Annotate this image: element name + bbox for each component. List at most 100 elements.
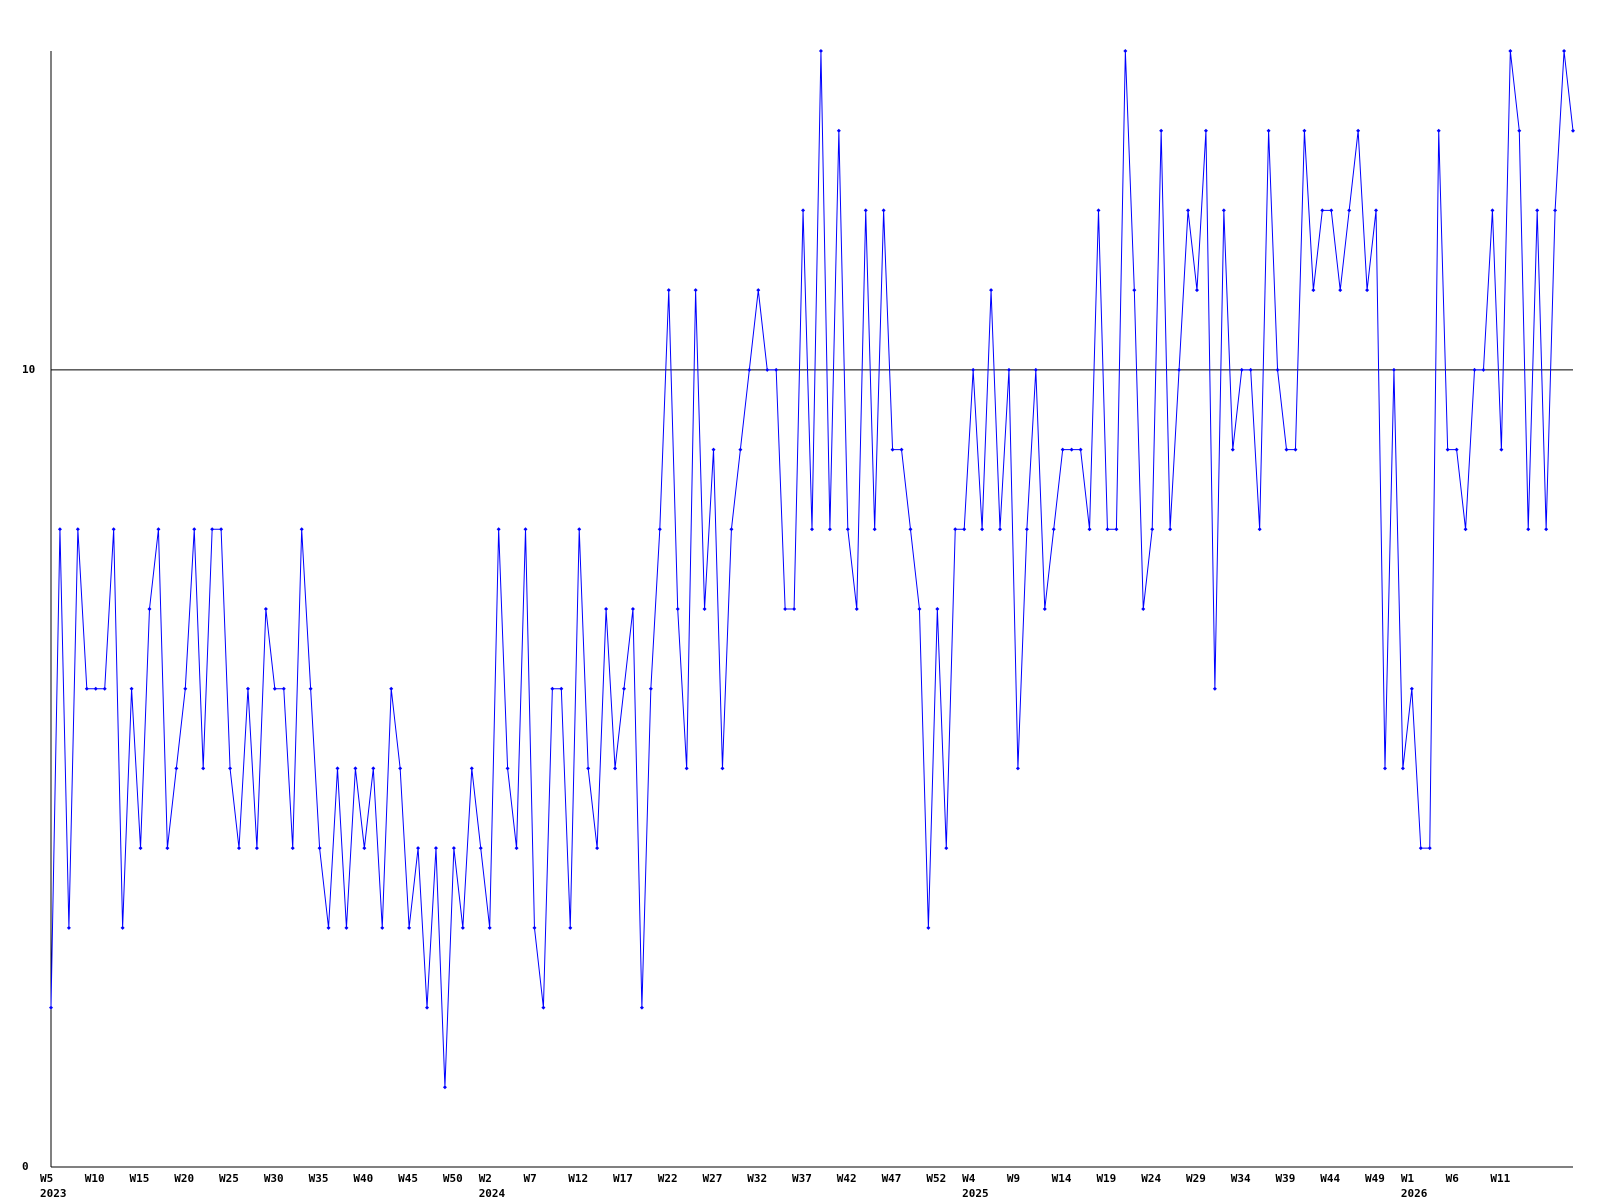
- x-tick-label: W34: [1231, 1172, 1251, 1185]
- data-point: [335, 766, 340, 771]
- data-point: [854, 607, 859, 611]
- data-point: [254, 846, 259, 851]
- x-year-label: 2023: [40, 1187, 67, 1200]
- data-point: [451, 846, 456, 851]
- data-point: [621, 686, 626, 691]
- data-point: [1544, 527, 1549, 532]
- data-point: [1400, 766, 1405, 771]
- data-point: [138, 846, 143, 851]
- data-point: [1454, 447, 1459, 452]
- data-point: [389, 686, 394, 691]
- data-point: [604, 607, 609, 611]
- data-point: [630, 607, 635, 611]
- data-point: [1033, 367, 1038, 372]
- data-point: [971, 367, 976, 372]
- x-tick-label: W29: [1186, 1172, 1206, 1185]
- data-point: [1436, 128, 1441, 133]
- data-point: [1499, 447, 1504, 452]
- x-tick-label: W7: [523, 1172, 536, 1185]
- data-point: [281, 686, 286, 691]
- x-tick-label: W42: [837, 1172, 857, 1185]
- data-point: [407, 925, 412, 930]
- data-point: [639, 1005, 644, 1010]
- data-point: [613, 766, 618, 771]
- data-point: [111, 527, 116, 532]
- data-point: [881, 208, 886, 213]
- data-point: [1060, 447, 1065, 452]
- x-tick-label: W10: [85, 1172, 105, 1185]
- data-point: [756, 288, 761, 293]
- data-point: [84, 686, 89, 691]
- data-point: [487, 925, 492, 930]
- data-line: [50, 50, 1574, 1088]
- data-point: [1159, 128, 1164, 133]
- data-point: [1042, 607, 1047, 611]
- data-point: [433, 846, 438, 851]
- x-tick-label: W45: [398, 1172, 418, 1185]
- data-point: [1463, 527, 1468, 532]
- data-point: [1114, 527, 1119, 532]
- data-point: [577, 527, 582, 532]
- data-point: [1212, 686, 1217, 691]
- data-point: [1427, 846, 1432, 851]
- x-tick-label: W39: [1276, 1172, 1296, 1185]
- x-year-label: 2025: [962, 1187, 989, 1200]
- data-point: [129, 686, 134, 691]
- data-point: [720, 766, 725, 771]
- data-point: [192, 527, 197, 532]
- data-point: [595, 846, 600, 851]
- data-point: [1508, 49, 1513, 53]
- x-tick-label: W30: [264, 1172, 284, 1185]
- x-tick-label: W2: [479, 1172, 492, 1185]
- x-tick-label: W35: [309, 1172, 329, 1185]
- y-tick-label: 0: [22, 1160, 29, 1173]
- data-point: [1365, 288, 1370, 293]
- data-point: [237, 846, 242, 851]
- data-point: [514, 846, 519, 851]
- data-point: [147, 607, 152, 611]
- data-point: [1409, 686, 1414, 691]
- data-point: [818, 49, 823, 53]
- x-tick-label: W22: [658, 1172, 678, 1185]
- x-year-label: 2024: [479, 1187, 506, 1200]
- data-point: [774, 367, 779, 372]
- data-point: [998, 527, 1003, 532]
- data-point: [648, 686, 653, 691]
- data-point: [738, 447, 743, 452]
- data-point: [1177, 367, 1182, 372]
- x-tick-label: W27: [703, 1172, 723, 1185]
- data-point: [228, 766, 233, 771]
- data-point: [326, 925, 331, 930]
- data-point: [845, 527, 850, 532]
- data-point: [1123, 49, 1128, 53]
- data-point: [272, 686, 277, 691]
- data-point: [353, 766, 358, 771]
- data-point: [496, 527, 501, 532]
- data-point: [1562, 49, 1567, 53]
- data-point: [1105, 527, 1110, 532]
- data-point: [550, 686, 555, 691]
- data-point: [1096, 208, 1101, 213]
- data-point: [371, 766, 376, 771]
- data-point: [1257, 527, 1262, 532]
- data-point: [541, 1005, 546, 1010]
- data-point: [156, 527, 161, 532]
- data-point: [801, 208, 806, 213]
- data-point: [57, 527, 62, 532]
- x-tick-label: W50: [443, 1172, 463, 1185]
- x-tick-label: W4: [962, 1172, 976, 1185]
- data-point: [1517, 128, 1522, 133]
- data-point: [93, 686, 98, 691]
- data-point: [747, 367, 752, 372]
- data-point: [1418, 846, 1423, 851]
- data-point: [290, 846, 295, 851]
- data-point: [810, 527, 814, 532]
- data-point: [380, 925, 385, 930]
- data-point: [917, 607, 922, 611]
- data-point: [792, 607, 797, 611]
- data-point: [102, 686, 107, 691]
- data-point: [1490, 208, 1495, 213]
- data-point: [398, 766, 403, 771]
- x-tick-label: W12: [568, 1172, 588, 1185]
